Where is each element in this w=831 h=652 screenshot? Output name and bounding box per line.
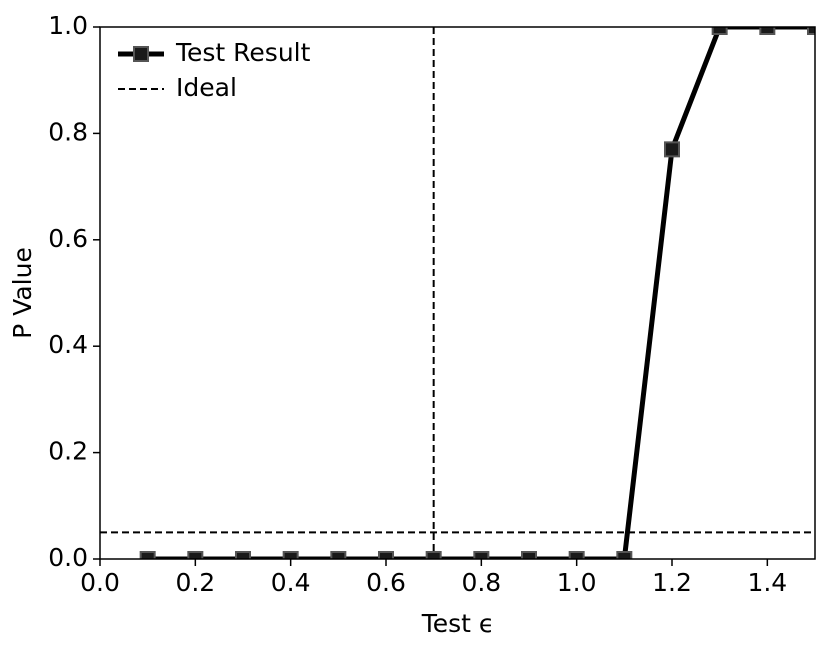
x-tick-label: 1.2	[652, 568, 692, 597]
legend-label: Test Result	[175, 38, 311, 67]
y-axis-label: P Value	[8, 247, 37, 339]
marker	[282, 551, 299, 559]
marker	[807, 27, 815, 35]
marker	[711, 27, 728, 35]
y-tick-label: 0.4	[48, 330, 88, 359]
marker	[187, 551, 204, 559]
legend-label: Ideal	[176, 73, 237, 102]
plot-frame	[99, 26, 816, 560]
marker	[330, 551, 347, 559]
x-tick-label: 0.6	[366, 568, 406, 597]
y-tick-label: 0.6	[48, 224, 88, 253]
marker	[139, 551, 156, 559]
x-axis-label: Test ϵ	[421, 609, 495, 638]
marker	[616, 551, 633, 559]
marker	[425, 551, 442, 559]
x-tick-label: 1.0	[557, 568, 597, 597]
y-tick-label: 0.0	[48, 543, 88, 572]
line	[147, 27, 815, 559]
marker	[568, 551, 585, 559]
x-tick-label: 0.0	[80, 568, 120, 597]
x-tick-label: 0.8	[461, 568, 501, 597]
legend-marker	[133, 46, 149, 62]
x-tick-label: 0.2	[175, 568, 215, 597]
marker	[378, 551, 394, 559]
y-tick-label: 0.8	[48, 117, 88, 146]
plot-area	[100, 27, 815, 559]
marker	[759, 27, 776, 35]
y-tick-label: 1.0	[48, 11, 88, 40]
marker	[521, 551, 537, 559]
marker	[473, 551, 490, 559]
x-tick-label: 1.4	[747, 568, 787, 597]
marker	[664, 141, 680, 158]
marker	[235, 551, 251, 559]
y-tick-label: 0.2	[48, 437, 88, 466]
x-tick-label: 0.4	[271, 568, 311, 597]
